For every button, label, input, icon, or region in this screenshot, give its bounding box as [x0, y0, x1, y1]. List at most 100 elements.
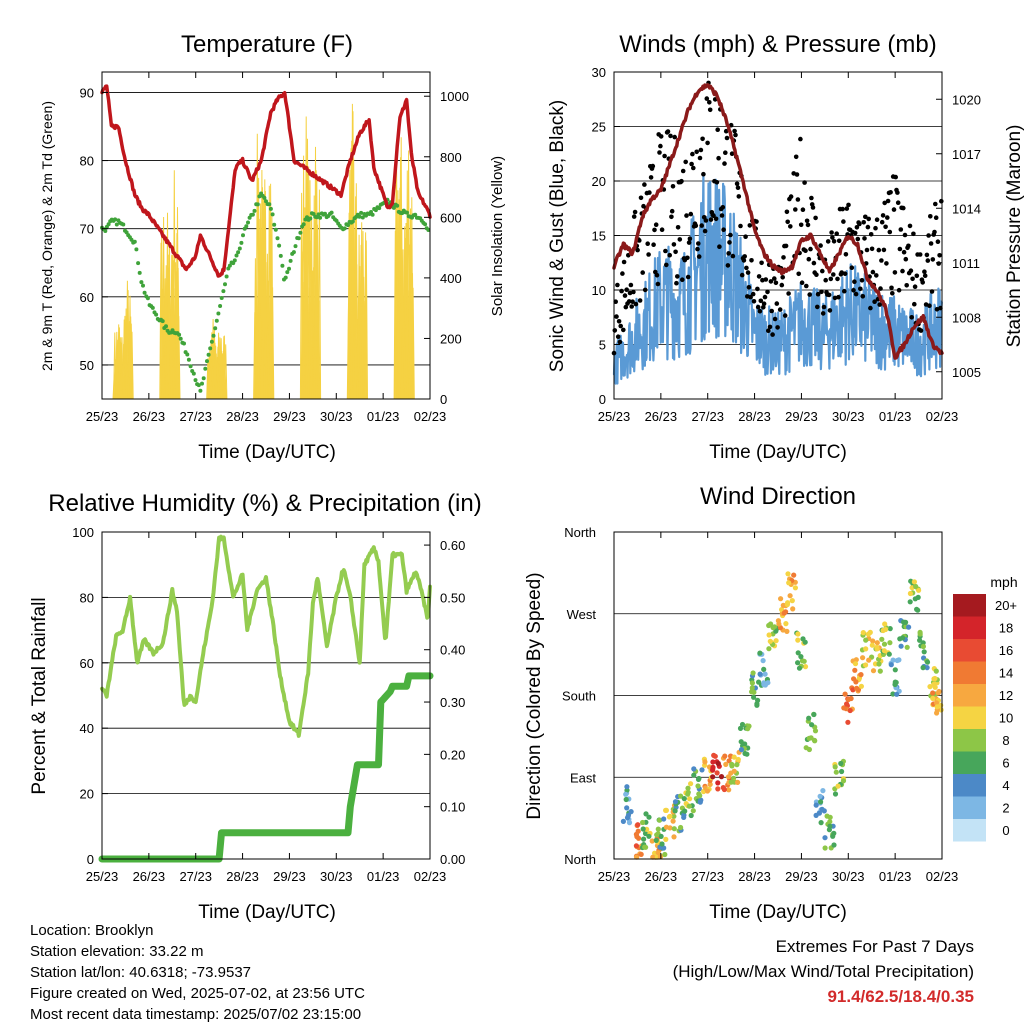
- dewpoint-point: [278, 253, 283, 258]
- dewpoint-point: [232, 258, 237, 263]
- gust-point: [887, 229, 893, 235]
- direction-point: [860, 655, 866, 661]
- direction-point: [646, 833, 652, 839]
- y-tick-label-right: 400: [440, 271, 462, 286]
- x-tick-label: 26/23: [645, 409, 678, 424]
- y-tick-label: 0: [87, 852, 94, 867]
- gust-point: [647, 190, 652, 195]
- colorbar-swatch: [953, 639, 986, 662]
- gust-point: [852, 279, 857, 285]
- direction-point: [938, 702, 944, 708]
- direction-point: [770, 625, 776, 631]
- direction-point: [646, 814, 652, 820]
- gust-point: [815, 304, 820, 310]
- gust-point: [844, 206, 850, 211]
- colorbar-swatch: [953, 751, 986, 774]
- gust-point: [653, 222, 659, 227]
- gust-point: [810, 205, 816, 210]
- direction-point: [809, 722, 815, 728]
- direction-point: [870, 638, 876, 644]
- x-tick-label: 27/23: [179, 409, 212, 424]
- gust-point: [775, 325, 780, 330]
- gust-point: [729, 151, 735, 156]
- direction-point: [626, 820, 633, 826]
- gust-point: [642, 287, 648, 293]
- gust-point: [640, 270, 645, 275]
- direction-point: [635, 822, 641, 828]
- direction-point: [623, 791, 629, 797]
- dewpoint-point: [395, 203, 400, 208]
- gust-point: [696, 254, 702, 259]
- direction-point: [786, 580, 792, 586]
- dewpoint-point: [298, 230, 303, 235]
- gust-point: [870, 269, 876, 275]
- colorbar-label: 10: [999, 711, 1013, 726]
- direction-point: [735, 779, 741, 786]
- gust-point: [754, 219, 759, 224]
- gust-point: [650, 163, 656, 169]
- x-tick-label: 29/23: [273, 869, 306, 884]
- gust-point: [736, 194, 742, 199]
- direction-point: [801, 658, 807, 664]
- direction-point: [811, 737, 818, 744]
- direction-point: [935, 690, 941, 696]
- gust-point: [820, 311, 826, 316]
- dewpoint-point: [296, 236, 301, 241]
- direction-point: [911, 579, 918, 585]
- gust-point: [842, 288, 847, 294]
- x-tick-label: 26/23: [645, 869, 678, 884]
- dewpoint-point: [273, 227, 278, 232]
- direction-point: [898, 643, 904, 649]
- x-tick-label: 29/23: [785, 869, 818, 884]
- gust-point: [890, 291, 895, 296]
- gust-point: [795, 197, 801, 202]
- direction-point: [663, 836, 669, 843]
- gust-point: [616, 319, 622, 324]
- direction-point: [762, 671, 768, 677]
- solar-spike: [129, 323, 133, 400]
- x-tick-label: 02/23: [414, 869, 447, 884]
- gust-point: [840, 206, 845, 212]
- gust-point: [755, 304, 761, 310]
- direction-point: [892, 667, 898, 673]
- gust-point: [834, 231, 839, 236]
- gust-point: [868, 305, 873, 311]
- x-tick-label: 30/23: [832, 869, 865, 884]
- direction-point: [930, 690, 936, 696]
- direction-point: [832, 791, 839, 797]
- gust-point: [669, 208, 675, 214]
- direction-point: [744, 751, 750, 757]
- direction-point: [876, 661, 882, 667]
- y-tick-label: 25: [592, 120, 606, 135]
- direction-point: [738, 739, 744, 745]
- direction-point: [886, 651, 892, 657]
- y-tick-label-right: 200: [440, 331, 462, 346]
- extremes-values: 91.4/62.5/18.4/0.35: [827, 987, 974, 1006]
- direction-point: [678, 824, 684, 831]
- gust-point: [624, 287, 629, 293]
- direction-point: [783, 621, 789, 627]
- dewpoint-point: [113, 217, 118, 222]
- gust-point: [695, 246, 700, 252]
- dewpoint-point: [280, 263, 285, 268]
- gust-point: [793, 207, 798, 212]
- direction-point: [711, 752, 717, 759]
- dewpoint-point: [103, 229, 108, 233]
- gust-point: [741, 258, 747, 263]
- dewpoint-point: [413, 212, 418, 217]
- direction-point: [754, 701, 760, 707]
- gust-point: [798, 136, 803, 142]
- dewpoint-point: [423, 222, 428, 227]
- gust-point: [765, 289, 770, 295]
- gust-point: [702, 228, 708, 234]
- dewpoint-point: [252, 208, 257, 213]
- x-tick-label: 01/23: [879, 409, 912, 424]
- gust-point: [826, 292, 832, 298]
- gust-point: [805, 222, 811, 228]
- gust-point: [719, 213, 725, 218]
- direction-point: [671, 834, 677, 840]
- gust-point: [721, 227, 726, 232]
- direction-point: [749, 689, 755, 695]
- x-tick-label: 29/23: [785, 409, 818, 424]
- gust-point: [932, 229, 937, 235]
